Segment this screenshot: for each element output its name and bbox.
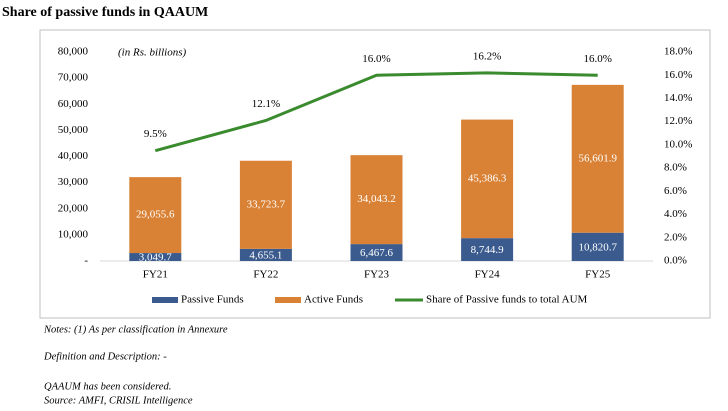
chart-frame xyxy=(39,29,711,319)
y2-tick-label: 4.0% xyxy=(664,208,687,220)
note: Definition and Description: - xyxy=(43,351,167,362)
bar-segment xyxy=(461,238,514,261)
y2-tick-label: 18.0% xyxy=(664,46,692,58)
unit-annotation: (in Rs. billions) xyxy=(118,47,186,59)
data-label: 3,049.7 xyxy=(139,252,173,264)
bar-segment xyxy=(350,155,403,245)
legend-label: Share of Passive funds to total AUM xyxy=(426,294,588,306)
legend-label: Passive Funds xyxy=(181,294,244,306)
y-tick-label: 80,000 xyxy=(58,46,89,58)
y2-tick-label: 12.0% xyxy=(664,115,692,127)
note: Source: AMFI, CRISIL Intelligence xyxy=(44,395,193,406)
data-label: 4,655.1 xyxy=(249,249,282,261)
bar-segment xyxy=(129,177,182,254)
data-label: 56,601.9 xyxy=(578,152,617,164)
data-label: 34,043.2 xyxy=(357,193,396,205)
data-label: 29,055.6 xyxy=(136,209,175,221)
y2-tick-label: 8.0% xyxy=(664,162,687,174)
data-label: 16.2% xyxy=(473,50,501,62)
y-tick-label: 40,000 xyxy=(58,150,89,162)
x-tick-label: FY22 xyxy=(253,269,278,281)
chart-title: Share of passive funds in QAAUM xyxy=(2,5,208,20)
data-label: 16.0% xyxy=(362,53,390,65)
data-label: 12.1% xyxy=(252,98,280,110)
bar-segment xyxy=(461,119,514,239)
data-label: 10,820.7 xyxy=(578,241,617,253)
y-tick-label: 30,000 xyxy=(58,176,89,188)
data-label: 16.0% xyxy=(583,53,611,65)
y2-tick-label: 2.0% xyxy=(664,231,687,243)
data-label: 9.5% xyxy=(144,128,167,140)
legend-label: Active Funds xyxy=(304,294,363,306)
y2-tick-label: 14.0% xyxy=(664,92,692,104)
y-tick-label: - xyxy=(84,255,88,267)
y2-tick-label: 16.0% xyxy=(664,69,692,81)
y-tick-label: 20,000 xyxy=(58,202,89,214)
x-tick-label: FY21 xyxy=(143,269,168,281)
data-label: 6,467.6 xyxy=(360,247,394,259)
y2-tick-label: 10.0% xyxy=(664,138,692,150)
bar-segment xyxy=(571,84,624,233)
y2-tick-label: 0.0% xyxy=(664,255,687,267)
x-tick-label: FY24 xyxy=(475,269,501,281)
y-tick-label: 50,000 xyxy=(58,124,89,136)
y-tick-label: 60,000 xyxy=(58,98,89,110)
x-tick-label: FY25 xyxy=(585,269,611,281)
note: Notes: (1) As per classification in Anne… xyxy=(43,324,228,335)
data-label: 33,723.7 xyxy=(247,198,286,210)
bar-segment xyxy=(129,253,182,261)
x-tick-label: FY23 xyxy=(364,269,390,281)
bar-segment xyxy=(239,248,292,261)
data-label: 8,744.9 xyxy=(471,244,505,256)
legend-swatch xyxy=(275,297,301,303)
line-series xyxy=(154,71,598,153)
y-tick-label: 10,000 xyxy=(58,228,89,240)
bar-segment xyxy=(239,160,292,249)
bar-segment xyxy=(571,232,624,261)
bar-segment xyxy=(350,244,403,261)
note: QAAUM has been considered. xyxy=(44,381,171,392)
y-tick-label: 70,000 xyxy=(58,72,89,84)
y2-tick-label: 6.0% xyxy=(664,185,687,197)
legend-swatch xyxy=(152,297,178,303)
data-label: 45,386.3 xyxy=(468,172,507,184)
